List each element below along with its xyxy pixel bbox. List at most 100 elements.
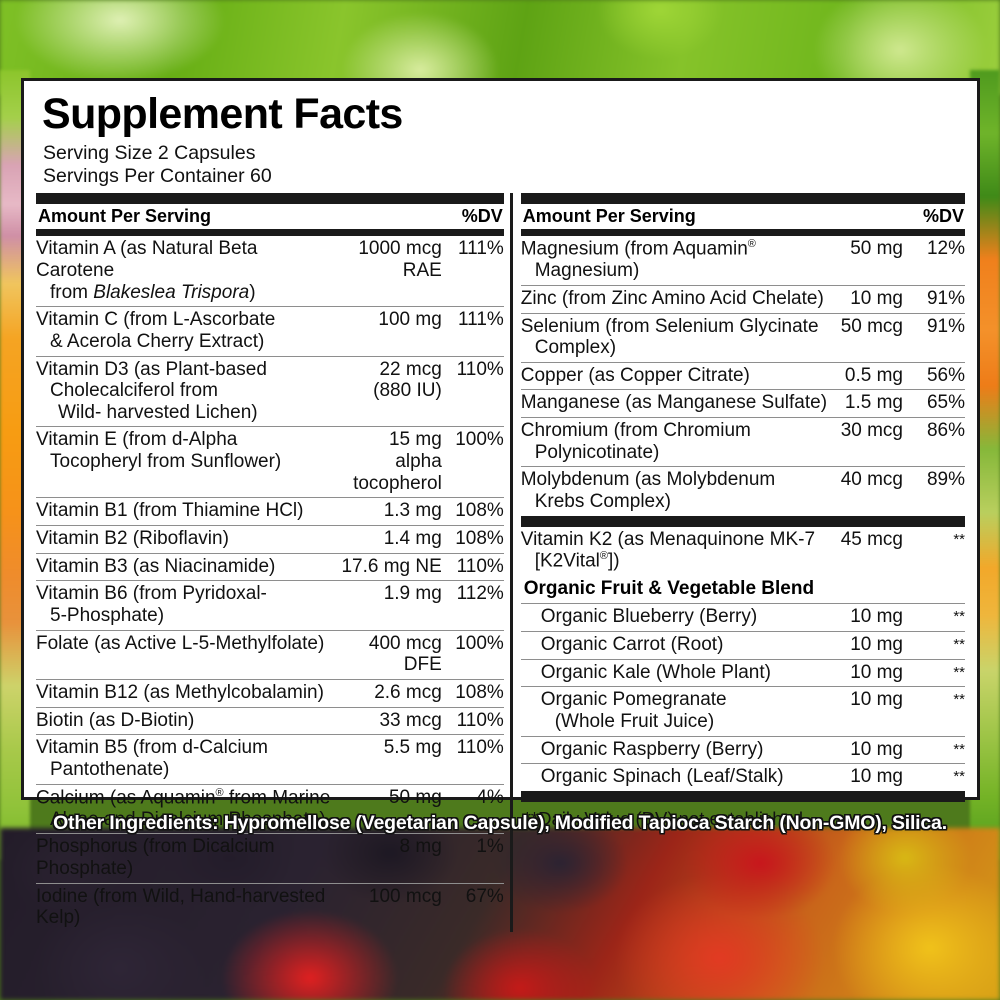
ingredient-dv: ** [903, 736, 965, 765]
nutrient-name: Vitamin B1 (from Thiamine HCl) [36, 497, 341, 527]
nutrient-dv: 89% [926, 469, 965, 491]
nutrient-amount: 1.9 mg [340, 580, 442, 631]
table-row: Organic Carrot (Root) 10 mg ** [520, 631, 965, 660]
nutrient-dv: 86% [903, 417, 965, 468]
nutrient-name: Magnesium (from Aquamin® Magnesium) [520, 236, 839, 286]
nutrient-name: Vitamin B2 (Riboflavin) [36, 525, 341, 554]
nutrient-name: Vitamin B3 (as Niacinamide) [36, 553, 341, 582]
table-row: Manganese (as Manganese Sulfate) 1.5 mg … [520, 389, 965, 419]
right-header-bar [520, 229, 965, 237]
table-row: Vitamin B12 (as Methylcobalamin) 2.6 mcg… [36, 679, 504, 708]
nutrient-amount: 1.4 mg [340, 525, 442, 554]
serving-size: Serving Size 2 Capsules [43, 142, 256, 164]
nutrient-dv: 91% [903, 313, 965, 363]
nutrient-amount: 0.5 mg [838, 362, 903, 391]
nutrient-dv: 110% [441, 734, 504, 785]
ingredient-amount: 10 mg [839, 686, 903, 737]
nutrient-amount: 100 mcg [368, 885, 442, 907]
table-row: Folate (as Active L-5-Methylfolate) 400 … [36, 630, 504, 681]
nutrient-name: Iodine (from Wild, Hand-harvested Kelp) [36, 885, 326, 929]
nutrient-dv: 100% [441, 426, 504, 499]
servings-per-container: Servings Per Container 60 [43, 164, 272, 187]
nutrient-dv: 108% [441, 679, 504, 708]
nutrient-amount: 400 mcg DFE [340, 630, 442, 681]
nutrient-dv: 110% [441, 553, 504, 582]
table-row: Phosphorus (from Dicalcium Phosphate) 8 … [36, 833, 504, 884]
table-row: Organic Pomegranate (Whole Fruit Juice) 1… [520, 686, 965, 737]
table-row: Molybdenum (as Molybdenum Krebs Complex) … [521, 467, 965, 516]
table-row: Vitamin B3 (as Niacinamide) 17.6 mg NE 1… [36, 553, 504, 582]
nutrient-amount: 100 mg [340, 306, 442, 357]
nutrient-name: Vitamin K2 (as Menaquinone MK-7 [K2Vital®… [520, 528, 816, 572]
footnote-separator-bar [520, 791, 965, 802]
ingredient-name: Organic Spinach (Leaf/Stalk) [540, 766, 784, 788]
nutrient-dv: 110% [441, 707, 504, 736]
ingredient-dv: ** [903, 659, 965, 688]
ingredient-amount: 10 mg [839, 736, 903, 765]
ingredient-name: Organic Carrot (Root) [520, 631, 840, 660]
nutrient-dv: 111% [441, 306, 504, 357]
nutrient-amount: 40 mcg [840, 469, 903, 491]
table-row: Vitamin B5 (from d-Calcium Pantothenate) … [36, 734, 504, 785]
other-ingredients-text: Other Ingredients: Hypromellose (Vegetar… [53, 812, 947, 834]
amount-per-serving-label: Amount Per Serving [38, 206, 212, 227]
left-header-bar [36, 229, 504, 237]
nutrient-amount: 33 mcg [340, 707, 442, 736]
table-row: Vitamin A (as Natural Beta Carotene from … [36, 236, 504, 308]
nutrient-dv: 91% [903, 285, 965, 314]
dv-label: %DV [461, 206, 503, 227]
nutrient-name: Vitamin B5 (from d-Calcium Pantothenate) [36, 734, 341, 785]
nutrient-name: Copper (as Copper Citrate) [520, 362, 839, 391]
ingredient-amount: 10 mg [839, 604, 903, 633]
blend-header: Organic Fruit & Vegetable Blend [520, 575, 965, 605]
facts-columns: Amount Per Serving %DV Vitamin A (as Nat… [36, 193, 965, 932]
ingredient-name: Organic Kale (Whole Plant) [520, 659, 840, 688]
dv-footnote: **Daily Value (DV) not established. [523, 808, 809, 829]
ingredient-name: Organic Pomegranate (Whole Fruit Juice) [520, 686, 840, 737]
table-row: Vitamin B1 (from Thiamine HCl) 1.3 mg 10… [36, 497, 504, 527]
ingredient-name: Organic Blueberry (Berry) [520, 604, 840, 633]
ingredient-name: Organic Raspberry (Berry) [520, 736, 840, 765]
nutrient-amount: 17.6 mg NE [340, 553, 442, 582]
table-row: Selenium (from Selenium Glycinate Complex… [520, 313, 965, 363]
nutrient-name: Vitamin D3 (as Plant-based Cholecalcifero… [36, 356, 341, 428]
ingredient-dv: ** [903, 686, 965, 737]
serving-info: Serving Size 2 Capsules Servings Per Con… [43, 142, 965, 187]
nutrient-amount: 1000 mcg RAE [340, 236, 442, 308]
table-row: Vitamin E (from d-Alpha Tocopheryl from S… [36, 426, 504, 499]
page-title: Supplement Facts [42, 90, 403, 138]
table-row: Magnesium (from Aquamin® Magnesium) 50 mg… [520, 236, 965, 286]
ingredient-amount: 10 mg [839, 631, 903, 660]
nutrient-amount: 8 mg [340, 833, 442, 884]
left-nutrient-table: Vitamin A (as Natural Beta Carotene from … [36, 236, 504, 932]
nutrient-name: Selenium (from Selenium Glycinate Complex… [520, 313, 839, 363]
nutrient-name: Vitamin A (as Natural Beta Carotene from … [36, 236, 341, 308]
nutrient-dv: ** [953, 530, 965, 548]
table-row: Zinc (from Zinc Amino Acid Chelate) 10 m… [520, 285, 965, 314]
right-top-bar [520, 193, 965, 205]
table-row: Biotin (as D-Biotin) 33 mcg 110% [36, 707, 504, 736]
nutrient-dv: 112% [441, 580, 504, 631]
ingredient-dv: ** [953, 768, 965, 786]
nutrient-dv: 56% [903, 362, 965, 391]
table-row: Organic Raspberry (Berry) 10 mg ** [520, 736, 965, 765]
left-column-header: Amount Per Serving %DV [36, 204, 504, 229]
table-row: Vitamin B2 (Riboflavin) 1.4 mg 108% [36, 525, 504, 554]
nutrient-amount: 50 mg [340, 784, 442, 835]
nutrient-dv: 67% [465, 885, 504, 907]
nutrient-amount: 1.3 mg [340, 497, 442, 527]
nutrient-name: Chromium (from Chromium Polynicotinate) [520, 417, 839, 468]
right-column-header: Amount Per Serving %DV [521, 204, 965, 229]
nutrient-amount: 10 mg [838, 285, 903, 314]
nutrient-dv: 65% [903, 389, 965, 419]
nutrient-dv: 1% [441, 833, 504, 884]
nutrient-amount: 1.5 mg [838, 389, 903, 419]
nutrient-amount: 50 mcg [838, 313, 903, 363]
nutrient-dv: 12% [903, 236, 965, 286]
nutrient-amount: 45 mcg [840, 528, 903, 550]
table-row: Iodine (from Wild, Hand-harvested Kelp) … [36, 883, 504, 932]
table-row: Organic Spinach (Leaf/Stalk) 10 mg ** [521, 764, 965, 791]
supplement-facts-panel: Supplement Facts Serving Size 2 Capsules… [21, 78, 980, 932]
nutrient-amount: 5.5 mg [340, 734, 442, 785]
